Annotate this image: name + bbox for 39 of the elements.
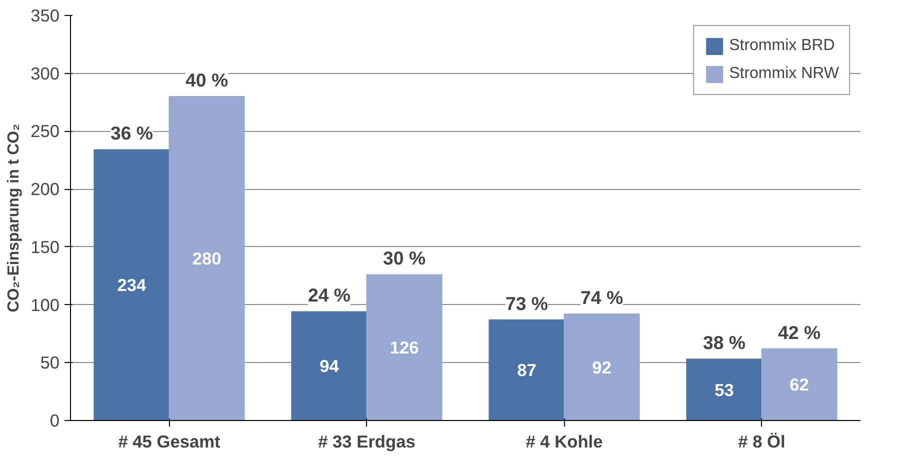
x-tick-label: # 4 Kohle	[526, 432, 604, 452]
data-label: 94	[320, 356, 340, 376]
x-tick-label: # 45 Gesamt	[118, 432, 221, 452]
y-tick-label: 50	[40, 352, 60, 373]
bar	[686, 358, 762, 420]
annotation: 24 %	[308, 284, 351, 306]
annotation: 40 %	[186, 70, 228, 90]
data-label: 126	[390, 338, 420, 358]
bar	[564, 314, 640, 420]
data-label: 53	[714, 380, 734, 400]
data-label: 92	[592, 357, 612, 378]
bar	[366, 274, 442, 420]
legend-label: Strommix NRW	[729, 65, 839, 83]
annotation: 38 %	[702, 332, 746, 354]
y-tick-label: 150	[30, 236, 60, 257]
data-label: 87	[517, 360, 536, 380]
data-label: 62	[790, 374, 809, 395]
legend-label: Strommix BRD	[729, 37, 835, 55]
annotation: 73 %	[505, 292, 548, 314]
annotation: 30 %	[383, 248, 426, 269]
x-tick-label: # 33 Erdgas	[318, 432, 416, 452]
y-tick-label: 300	[30, 63, 60, 84]
bar	[94, 149, 170, 420]
y-tick-label: 250	[30, 121, 60, 142]
data-label: 280	[192, 248, 222, 268]
y-tick-label: 350	[30, 6, 60, 26]
bar	[488, 319, 565, 420]
annotation: 42 %	[778, 322, 821, 343]
annotation: 36 %	[110, 122, 154, 144]
bar	[168, 96, 245, 420]
bar	[761, 348, 838, 420]
y-axis-title: CO₂-Einsparung in t CO₂	[6, 124, 23, 312]
annotation: 74 %	[580, 287, 624, 308]
x-tick-label: # 8 Öl	[738, 432, 786, 452]
data-label: 234	[117, 275, 147, 296]
y-tick-label: 100	[30, 294, 60, 315]
y-tick-label: 200	[30, 179, 60, 200]
bar	[291, 311, 368, 420]
y-tick-label: 0	[50, 410, 60, 430]
